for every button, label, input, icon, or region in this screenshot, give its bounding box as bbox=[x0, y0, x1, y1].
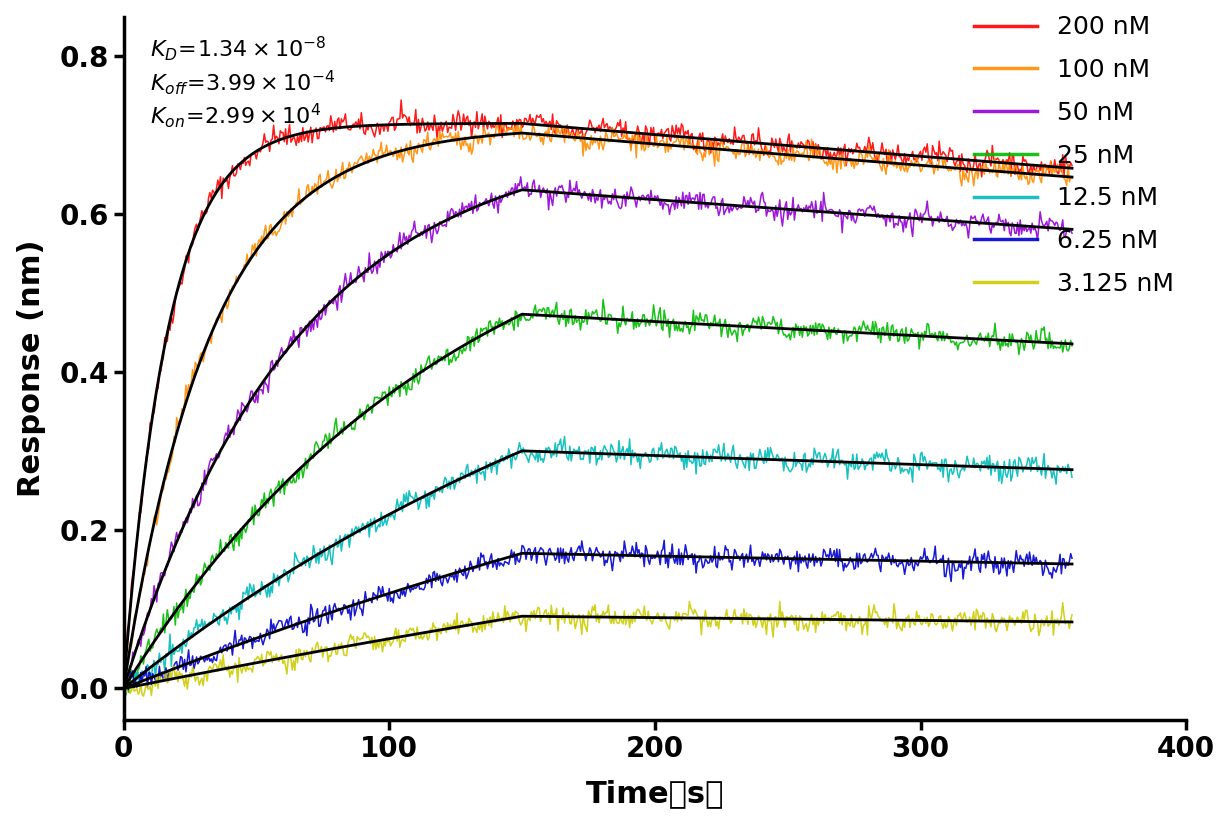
6.25 nM bbox=[320, 619, 335, 629]
12.5 nM bbox=[116, 690, 131, 700]
25 nM bbox=[241, 515, 256, 525]
100 nM bbox=[240, 249, 255, 259]
25 nM bbox=[596, 295, 611, 304]
Text: $K_D\!=\!1.34\times10^{-8}$
$K_{off}\!=\!3.99\times10^{-4}$
$K_{on}\!=\!2.99\tim: $K_D\!=\!1.34\times10^{-8}$ $K_{off}\!=\… bbox=[150, 35, 335, 130]
12.5 nM bbox=[437, 473, 452, 483]
200 nM bbox=[319, 121, 334, 131]
3.125 nM bbox=[136, 691, 150, 701]
200 nM bbox=[1064, 161, 1079, 171]
12.5 nM bbox=[320, 549, 335, 559]
100 nM bbox=[436, 132, 451, 142]
6.25 nM bbox=[657, 535, 671, 545]
Line: 12.5 nM: 12.5 nM bbox=[123, 436, 1072, 695]
Legend: 200 nM, 100 nM, 50 nM, 25 nM, 12.5 nM, 6.25 nM, 3.125 nM: 200 nM, 100 nM, 50 nM, 25 nM, 12.5 nM, 6… bbox=[975, 16, 1174, 296]
3.125 nM bbox=[1064, 610, 1079, 620]
100 nM bbox=[319, 173, 334, 183]
12.5 nM bbox=[557, 431, 572, 441]
100 nM bbox=[218, 298, 233, 308]
50 nM bbox=[514, 172, 529, 182]
Line: 100 nM: 100 nM bbox=[123, 122, 1072, 679]
50 nM bbox=[436, 220, 451, 230]
25 nM bbox=[117, 693, 132, 703]
100 nM bbox=[817, 156, 832, 166]
6.25 nM bbox=[117, 686, 132, 696]
3.125 nM bbox=[772, 596, 787, 606]
25 nM bbox=[437, 356, 452, 365]
100 nM bbox=[1064, 173, 1079, 183]
6.25 nM bbox=[1064, 554, 1079, 563]
3.125 nM bbox=[192, 680, 207, 690]
50 nM bbox=[218, 428, 233, 438]
200 nM bbox=[437, 119, 452, 129]
200 nM bbox=[116, 681, 131, 691]
50 nM bbox=[817, 187, 832, 197]
12.5 nM bbox=[192, 620, 207, 629]
Line: 200 nM: 200 nM bbox=[123, 100, 1072, 686]
12.5 nM bbox=[1064, 473, 1079, 483]
3.125 nM bbox=[320, 657, 335, 667]
25 nM bbox=[116, 677, 131, 687]
25 nM bbox=[818, 326, 833, 336]
50 nM bbox=[116, 680, 131, 690]
50 nM bbox=[319, 303, 334, 313]
6.25 nM bbox=[219, 646, 234, 656]
25 nM bbox=[320, 443, 335, 453]
25 nM bbox=[219, 542, 234, 552]
12.5 nM bbox=[219, 619, 234, 629]
25 nM bbox=[192, 571, 207, 581]
3.125 nM bbox=[116, 677, 131, 687]
6.25 nM bbox=[241, 635, 256, 645]
6.25 nM bbox=[437, 572, 452, 582]
200 nM bbox=[817, 144, 832, 154]
6.25 nM bbox=[818, 547, 833, 557]
100 nM bbox=[116, 674, 131, 684]
50 nM bbox=[240, 407, 255, 417]
12.5 nM bbox=[818, 448, 833, 458]
100 nM bbox=[489, 117, 504, 127]
200 nM bbox=[218, 177, 233, 186]
200 nM bbox=[240, 157, 255, 167]
100 nM bbox=[191, 364, 206, 374]
Y-axis label: Response (nm): Response (nm) bbox=[17, 240, 46, 497]
12.5 nM bbox=[118, 690, 133, 700]
3.125 nM bbox=[219, 666, 234, 676]
Line: 25 nM: 25 nM bbox=[123, 299, 1072, 698]
3.125 nM bbox=[437, 620, 452, 630]
X-axis label: Time（s）: Time（s） bbox=[585, 780, 724, 808]
6.25 nM bbox=[192, 657, 207, 667]
200 nM bbox=[394, 95, 409, 105]
3.125 nM bbox=[818, 610, 833, 620]
12.5 nM bbox=[241, 595, 256, 605]
25 nM bbox=[1064, 341, 1079, 351]
Line: 6.25 nM: 6.25 nM bbox=[123, 540, 1072, 691]
Line: 3.125 nM: 3.125 nM bbox=[123, 601, 1072, 696]
3.125 nM bbox=[241, 665, 256, 675]
6.25 nM bbox=[116, 681, 131, 691]
50 nM bbox=[1064, 229, 1079, 238]
200 nM bbox=[191, 225, 206, 235]
Line: 50 nM: 50 nM bbox=[123, 177, 1072, 685]
50 nM bbox=[191, 501, 206, 511]
